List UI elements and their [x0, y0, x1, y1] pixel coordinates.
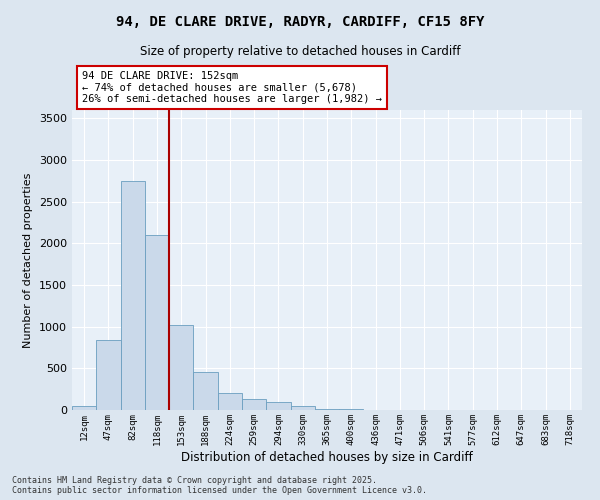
Y-axis label: Number of detached properties: Number of detached properties [23, 172, 34, 348]
Bar [193, 372, 218, 410]
Bar [145, 235, 169, 410]
Text: 94, DE CLARE DRIVE, RADYR, CARDIFF, CF15 8FY: 94, DE CLARE DRIVE, RADYR, CARDIFF, CF15… [116, 15, 484, 29]
Text: Size of property relative to detached houses in Cardiff: Size of property relative to detached ho… [140, 45, 460, 58]
Bar [121, 181, 145, 410]
Bar [96, 340, 121, 410]
Bar [72, 406, 96, 410]
Bar [218, 392, 242, 410]
Bar [315, 409, 339, 410]
Bar [290, 406, 315, 410]
Bar [242, 399, 266, 410]
Text: 94 DE CLARE DRIVE: 152sqm
← 74% of detached houses are smaller (5,678)
26% of se: 94 DE CLARE DRIVE: 152sqm ← 74% of detac… [82, 71, 382, 104]
Text: Contains HM Land Registry data © Crown copyright and database right 2025.
Contai: Contains HM Land Registry data © Crown c… [12, 476, 427, 495]
Bar [266, 402, 290, 410]
X-axis label: Distribution of detached houses by size in Cardiff: Distribution of detached houses by size … [181, 450, 473, 464]
Bar [169, 324, 193, 410]
